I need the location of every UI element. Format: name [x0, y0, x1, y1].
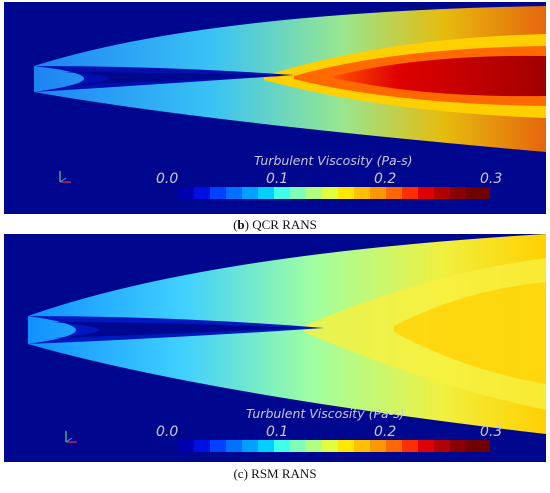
colorbar-tick: 0.0	[156, 171, 178, 187]
colorbar-tick: 0.1	[266, 171, 288, 187]
axis-triad-icon	[59, 171, 71, 183]
colorbar-tick: 0.1	[266, 424, 288, 440]
colorbar-tick: 0.0	[156, 424, 178, 440]
colorbar-tick: 0.2	[374, 424, 396, 440]
caption-b: (b) QCR RANS	[233, 217, 317, 232]
colorbar-tick: 0.3	[480, 424, 502, 440]
colorbar-title: Turbulent Viscosity (Pa-s)	[246, 406, 405, 421]
colorbar-title: Turbulent Viscosity (Pa-s)	[254, 153, 413, 168]
contour-plot-qcr: Turbulent Viscosity (Pa-s) 0.0 0.1 0.2 0…	[4, 2, 546, 214]
contour-panel-rsm: Turbulent Viscosity (Pa-s) 0.0 0.1 0.2 0…	[4, 234, 546, 462]
colorbar-tick: 0.2	[374, 171, 396, 187]
colorbar-qcr	[178, 187, 490, 199]
colorbar-tick: 0.3	[480, 171, 502, 187]
caption-c: (c) RSM RANS	[233, 466, 317, 481]
contour-panel-qcr: Turbulent Viscosity (Pa-s) 0.0 0.1 0.2 0…	[4, 2, 546, 214]
colorbar-rsm	[178, 440, 490, 452]
contour-plot-rsm: Turbulent Viscosity (Pa-s) 0.0 0.1 0.2 0…	[4, 234, 546, 462]
axis-triad-icon	[65, 431, 77, 443]
